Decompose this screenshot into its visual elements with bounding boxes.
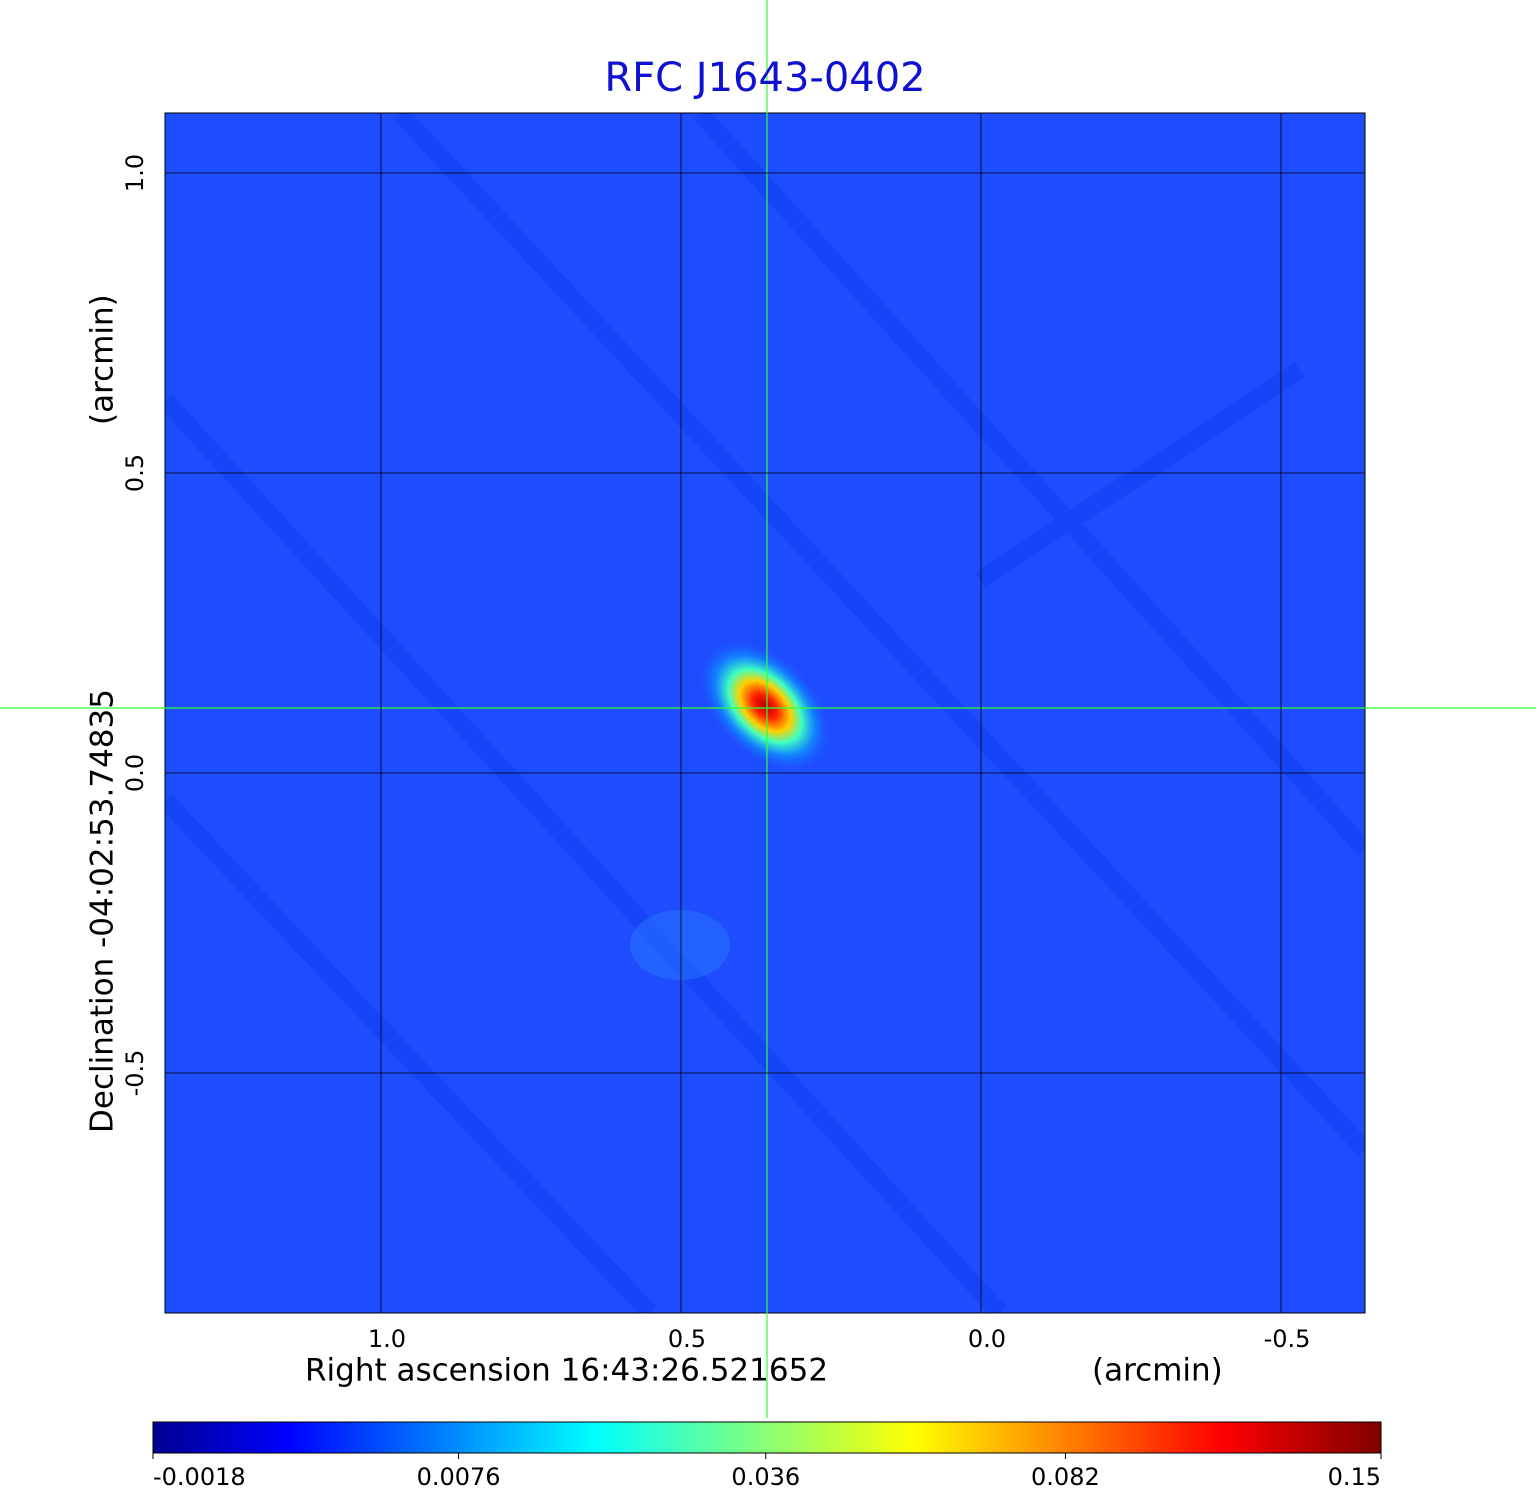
x-axis-unit: (arcmin): [1092, 1353, 1223, 1389]
colorbar-tick-label: 0.15: [1328, 1463, 1381, 1491]
colorbar: [152, 1421, 1382, 1454]
y-tick-label: 0.0: [121, 754, 149, 792]
y-tick-label: -0.5: [121, 1050, 149, 1097]
x-tick-label: 1.0: [368, 1325, 406, 1353]
x-tick-label: -0.5: [1264, 1325, 1311, 1353]
image: [165, 113, 1365, 1313]
plot-frame: [164, 112, 1366, 1314]
colorbar-tick-label: 0.082: [1031, 1463, 1100, 1491]
x-tick-label: 0.0: [968, 1325, 1006, 1353]
x-axis-label: Right ascension 16:43:26.521652: [305, 1353, 828, 1389]
y-tick-label: 1.0: [121, 154, 149, 192]
chart-title: RFC J1643-0402: [604, 55, 925, 101]
colorbar-tick-label: 0.036: [731, 1463, 800, 1491]
colorbar-tick-label: -0.0018: [153, 1463, 246, 1491]
colorbar-tick-label: 0.0076: [417, 1463, 501, 1491]
y-axis-label: Declination -04:02:53.74835: [85, 689, 121, 1133]
x-tick-label: 0.5: [668, 1325, 706, 1353]
y-axis-unit: (arcmin): [85, 294, 121, 425]
y-tick-label: 0.5: [121, 454, 149, 492]
